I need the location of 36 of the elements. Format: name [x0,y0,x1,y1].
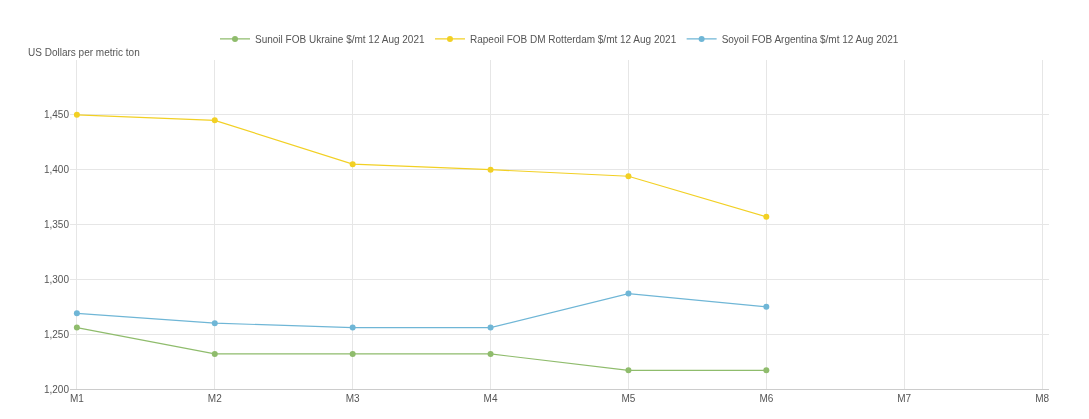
point [73,310,80,317]
x-tick-label: M4 [483,393,498,404]
y-tick-label: 1,300 [43,273,70,285]
x-tick-label: M8 [1035,393,1050,404]
x-tick-label: M6 [759,393,774,404]
y-axis-title: US Dollars per metric ton [28,47,140,58]
point [625,290,632,297]
x-tick-label: M1 [69,393,85,404]
point [73,111,80,118]
y-tick-label: 1,450 [43,109,70,121]
x-tick-label: M7 [897,393,912,404]
legend-label: Rapeoil FOB DM Rotterdam $/mt 12 Aug 2021 [469,33,677,45]
point [211,350,218,357]
point [625,173,632,180]
point [211,117,218,124]
point [349,161,356,168]
x-tick-label: M5 [621,393,636,404]
x-tick-label: M3 [345,393,361,404]
legend-label: Sunoil FOB Ukraine $/mt 12 Aug 2021 [255,33,425,45]
point [349,350,356,357]
point [73,324,80,331]
y-tick-label: 1,400 [43,164,70,176]
y-tick-label: 1,200 [43,383,70,395]
x-tick-label: M2 [207,393,223,404]
point [487,166,494,173]
legend-label: Soyoil FOB Argentina $/mt 12 Aug 2021 [721,33,899,45]
point [487,350,494,357]
y-tick-label: 1,250 [43,328,70,340]
point [763,303,770,310]
point [211,320,218,327]
point [763,367,770,374]
point [487,324,494,331]
point [349,324,356,331]
point [625,367,632,374]
point [763,213,770,220]
y-tick-label: 1,350 [43,219,70,230]
